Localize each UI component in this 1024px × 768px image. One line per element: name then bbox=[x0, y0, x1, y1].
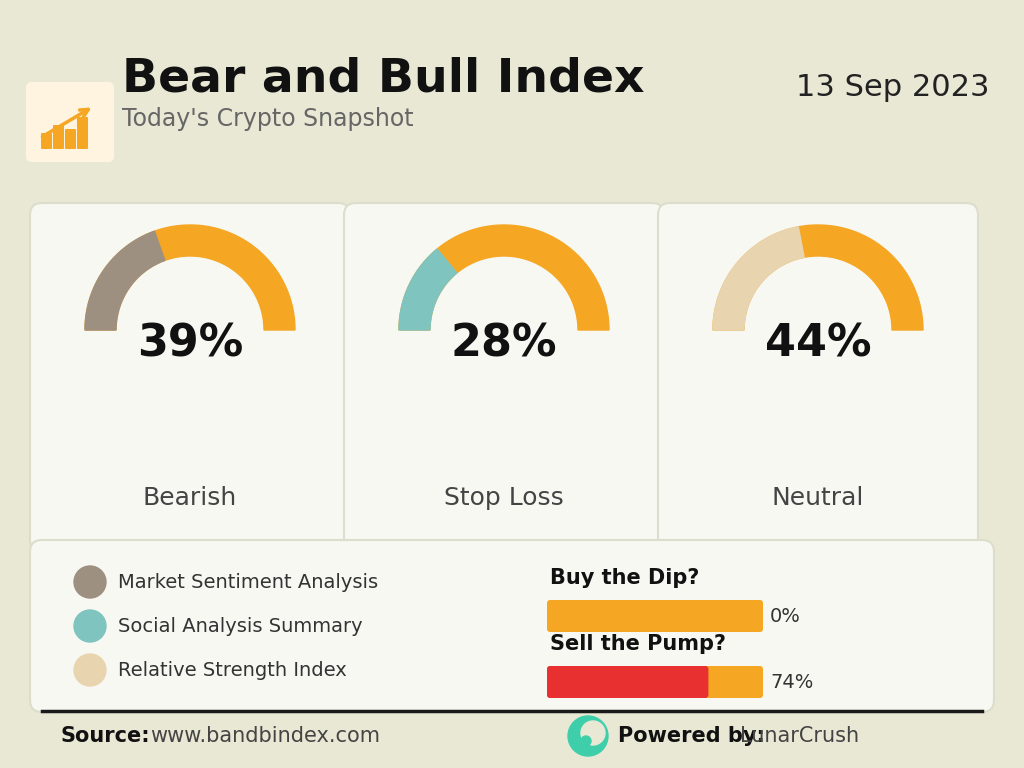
Polygon shape bbox=[713, 227, 804, 330]
FancyBboxPatch shape bbox=[41, 133, 52, 149]
Polygon shape bbox=[85, 225, 295, 330]
FancyBboxPatch shape bbox=[77, 117, 88, 149]
Polygon shape bbox=[399, 249, 457, 330]
FancyBboxPatch shape bbox=[547, 666, 709, 698]
FancyBboxPatch shape bbox=[547, 666, 763, 698]
FancyBboxPatch shape bbox=[30, 203, 350, 552]
Text: Neutral: Neutral bbox=[772, 486, 864, 510]
Text: Buy the Dip?: Buy the Dip? bbox=[550, 568, 699, 588]
FancyBboxPatch shape bbox=[30, 540, 994, 712]
Polygon shape bbox=[713, 225, 923, 330]
Circle shape bbox=[74, 610, 106, 642]
Circle shape bbox=[74, 566, 106, 598]
Circle shape bbox=[581, 736, 591, 746]
Text: 28%: 28% bbox=[451, 323, 557, 366]
Text: 0%: 0% bbox=[770, 607, 801, 625]
Text: Powered by:: Powered by: bbox=[618, 726, 765, 746]
Text: Social Analysis Summary: Social Analysis Summary bbox=[118, 617, 362, 635]
Text: 44%: 44% bbox=[765, 323, 871, 366]
FancyBboxPatch shape bbox=[65, 129, 76, 149]
Circle shape bbox=[581, 721, 605, 745]
Text: Bear and Bull Index: Bear and Bull Index bbox=[122, 57, 644, 102]
Text: Relative Strength Index: Relative Strength Index bbox=[118, 660, 347, 680]
Text: Today's Crypto Snapshot: Today's Crypto Snapshot bbox=[122, 107, 414, 131]
FancyBboxPatch shape bbox=[547, 600, 763, 632]
Text: 74%: 74% bbox=[770, 673, 813, 691]
Circle shape bbox=[568, 716, 608, 756]
Text: Sell the Pump?: Sell the Pump? bbox=[550, 634, 726, 654]
Circle shape bbox=[74, 654, 106, 686]
Text: Bearish: Bearish bbox=[143, 486, 238, 510]
Text: 13 Sep 2023: 13 Sep 2023 bbox=[797, 73, 990, 102]
FancyBboxPatch shape bbox=[658, 203, 978, 552]
Text: Market Sentiment Analysis: Market Sentiment Analysis bbox=[118, 572, 378, 591]
Text: LunarCrush: LunarCrush bbox=[740, 726, 859, 746]
FancyBboxPatch shape bbox=[26, 82, 114, 162]
Text: 39%: 39% bbox=[137, 323, 243, 366]
FancyBboxPatch shape bbox=[53, 125, 63, 149]
Polygon shape bbox=[85, 231, 165, 330]
Text: Stop Loss: Stop Loss bbox=[444, 486, 564, 510]
Polygon shape bbox=[399, 225, 609, 330]
Text: Source:: Source: bbox=[60, 726, 150, 746]
FancyBboxPatch shape bbox=[344, 203, 664, 552]
Text: www.bandbindex.com: www.bandbindex.com bbox=[150, 726, 380, 746]
